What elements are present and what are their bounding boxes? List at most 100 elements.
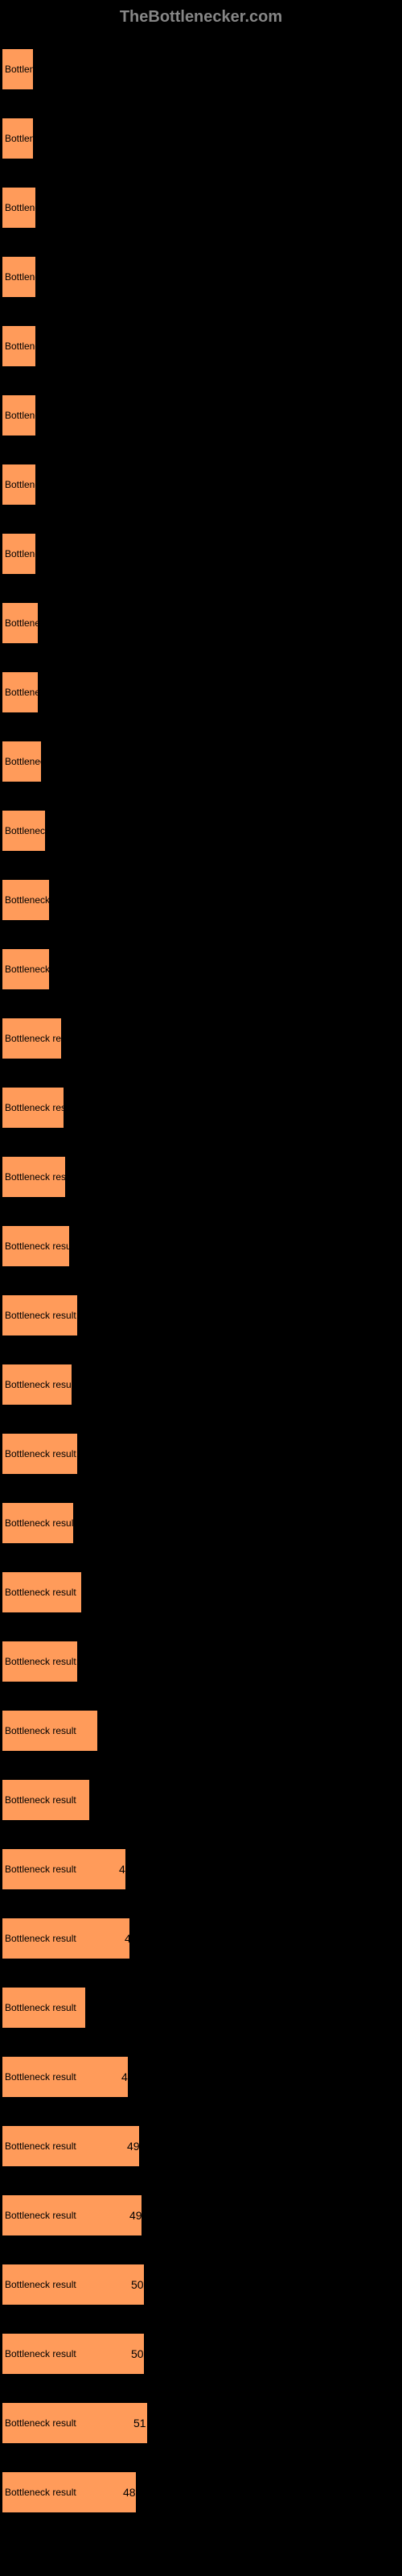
header: TheBottlenecker.com [0,0,402,35]
bar-label: Bottleneck result [2,1794,76,1806]
bar-row: Bottleneck result [2,1350,402,1419]
bar-row: Bottleneck result [2,1627,402,1696]
bar-label: Bottleneck result [2,1241,70,1252]
bar-row: Bottleneck result [2,519,402,588]
bar-row: Bottleneck result [2,727,402,796]
bar: Bottleneck result [2,1571,82,1613]
bar: Bottleneck result [2,1987,86,2029]
bar-label: Bottleneck result [2,1864,76,1875]
bar-row: Bottleneck result [2,1004,402,1073]
bar-label: Bottleneck result [2,1587,76,1598]
bar-row: Bottleneck result4 [2,2042,402,2112]
bar: Bottleneck result48 [2,2471,137,2513]
bar-value: 4 [125,1932,130,1945]
bar-label: Bottleneck result [2,2348,76,2359]
bar-label: Bottleneck result [2,271,36,283]
bar-value: 49 [129,2209,142,2222]
bar: Bottleneck result [2,1433,78,1475]
bar-row: Bottleneck result [2,104,402,173]
bar: Bottleneck result [2,948,50,990]
bar-row: Bottleneck result [2,381,402,450]
bar: Bottleneck result [2,256,36,298]
bar-row: Bottleneck result48 [2,2458,402,2527]
bar: Bottleneck result [2,48,34,90]
bar: Bottleneck result [2,533,36,575]
bar: Bottleneck result 49 [2,2194,142,2236]
bar-row: Bottleneck result [2,1558,402,1627]
bar: Bottleneck result [2,187,36,229]
bar-row: Bottleneck result [2,1765,402,1835]
bar-label: Bottleneck result [2,1725,76,1736]
bar-label: Bottleneck result [2,410,36,421]
bar-label: Bottleneck result [2,548,36,559]
bar-row: Bottleneck result [2,450,402,519]
bar: Bottleneck result [2,1641,78,1682]
bar-label: Bottleneck result [2,1517,74,1529]
bar: Bottleneck result [2,1779,90,1821]
bar: Bottleneck result 50 [2,2264,145,2306]
bar-label: Bottleneck result [2,133,34,144]
bar-row: Bottleneck result [2,35,402,104]
bar: Bottleneck result [2,741,42,782]
bar-row: Bottleneck result [2,173,402,242]
bar-value: 51 [133,2417,146,2429]
bar: Bottleneck result [2,464,36,506]
bar-row: Bottleneck result [2,1212,402,1281]
bar-label: Bottleneck result [2,964,50,975]
bar-row: Bottleneck result 4 [2,1835,402,1904]
bar-label: Bottleneck result [2,1033,62,1044]
bar-value: 49 [127,2140,140,2153]
bar-value: 4 [119,1863,125,1876]
bar: Bottleneck result [2,602,39,644]
bar: Bottleneck result [2,1018,62,1059]
bar-label: Bottleneck result [2,1379,72,1390]
bar-label: Bottleneck result [2,2140,76,2152]
bar-label: Bottleneck result [2,687,39,698]
bar-row: Bottleneck result [2,312,402,381]
bar: Bottleneck result [2,810,46,852]
site-title: TheBottlenecker.com [120,8,282,26]
bar: Bottleneck result [2,1710,98,1752]
bar: Bottleneck result 50 [2,2333,145,2375]
bar: Bottleneck result [2,1294,78,1336]
bar-value: 50 [131,2278,144,2291]
bar-label: Bottleneck result [2,2210,76,2221]
bar-label: Bottleneck result [2,2279,76,2290]
bar: Bottleneck result 4 [2,1848,126,1890]
bar-label: Bottleneck result [2,2417,76,2429]
bar-row: Bottleneck result [2,1488,402,1558]
bar: Bottleneck result [2,1502,74,1544]
bar: Bottleneck result [2,394,36,436]
bar: Bottleneck result [2,1364,72,1406]
bar-row: Bottleneck result [2,1696,402,1765]
bar-label: Bottleneck result [2,894,50,906]
bar-row: Bottleneck result [2,865,402,935]
bar-value: 50 [131,2347,144,2360]
bar-label: Bottleneck result [2,1933,76,1944]
bar-row: Bottleneck result [2,1973,402,2042]
bar-label: Bottleneck result [2,2071,76,2083]
bar-row: Bottleneck result [2,935,402,1004]
bar-row: Bottleneck result 50 [2,2319,402,2388]
bar: Bottleneck result 4 [2,1918,130,1959]
bar-row: Bottleneck result 50 [2,2250,402,2319]
bar-chart: Bottleneck resultBottleneck resultBottle… [0,35,402,2527]
bar-label: Bottleneck result [2,825,46,836]
bar-row: Bottleneck result 49 [2,2181,402,2250]
bar: Bottleneck result [2,1156,66,1198]
bar-label: Bottleneck result [2,64,34,75]
bar: Bottleneck result [2,118,34,159]
bar-row: Bottleneck result [2,1419,402,1488]
bar-row: Bottleneck result [2,658,402,727]
bar: Bottleneck result4 [2,2056,129,2098]
bar-row: Bottleneck result [2,242,402,312]
bar-value: 48 [123,2486,136,2499]
bar-label: Bottleneck result [2,2002,76,2013]
bar: Bottleneck result [2,1087,64,1129]
bar: Bottleneck result [2,879,50,921]
bar: Bottleneck result [2,1225,70,1267]
bar-label: Bottleneck result [2,1656,76,1667]
bar-row: Bottleneck result [2,1142,402,1212]
bar: Bottleneck result [2,671,39,713]
bar-row: Bottleneck result [2,796,402,865]
